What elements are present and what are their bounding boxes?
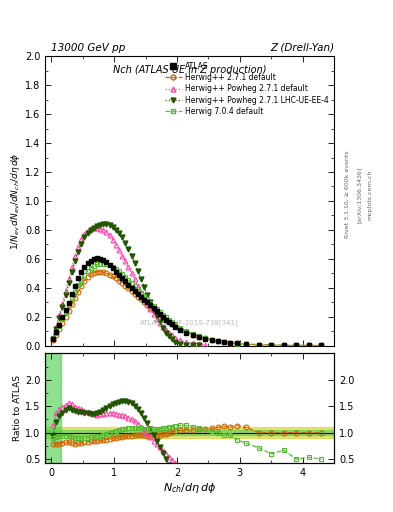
Text: Nch (ATLAS UE in Z production): Nch (ATLAS UE in Z production) [113, 65, 266, 75]
X-axis label: $N_{ch}/d\eta\,d\phi$: $N_{ch}/d\eta\,d\phi$ [163, 481, 217, 495]
Text: Rivet 3.1.10, ≥ 600k events: Rivet 3.1.10, ≥ 600k events [345, 151, 350, 239]
Text: [arXiv:1306.3436]: [arXiv:1306.3436] [357, 166, 362, 223]
Text: 13000 GeV pp: 13000 GeV pp [51, 42, 125, 53]
Y-axis label: Ratio to ATLAS: Ratio to ATLAS [13, 375, 22, 441]
Bar [45, 428, 334, 438]
Bar [45, 430, 334, 435]
Y-axis label: $1/N_{ev}\,dN_{ev}/dN_{ch}/d\eta\,d\phi$: $1/N_{ev}\,dN_{ev}/dN_{ch}/d\eta\,d\phi$ [9, 152, 22, 250]
Text: ATLAS-CONF-2019-738[341]: ATLAS-CONF-2019-738[341] [140, 319, 239, 326]
Legend: ATLAS, Herwig++ 2.7.1 default, Herwig++ Powheg 2.7.1 default, Herwig++ Powheg 2.: ATLAS, Herwig++ 2.7.1 default, Herwig++ … [162, 58, 332, 119]
Text: mcplots.cern.ch: mcplots.cern.ch [367, 169, 373, 220]
Text: Z (Drell-Yan): Z (Drell-Yan) [270, 42, 334, 53]
